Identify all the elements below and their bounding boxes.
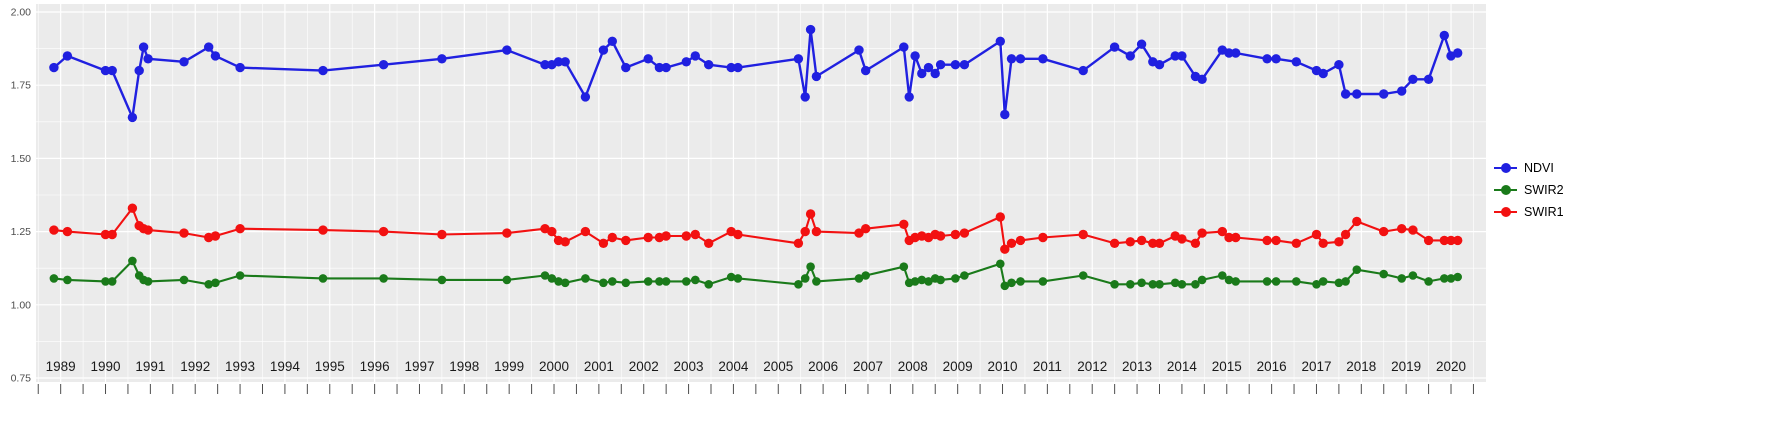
svg-text:2001: 2001 xyxy=(584,359,614,374)
svg-text:2016: 2016 xyxy=(1257,359,1287,374)
svg-text:2012: 2012 xyxy=(1077,359,1107,374)
svg-text:1.75: 1.75 xyxy=(11,80,32,92)
svg-text:2014: 2014 xyxy=(1167,359,1198,374)
svg-text:1995: 1995 xyxy=(315,359,345,374)
legend-label-swir2: SWIR2 xyxy=(1524,183,1564,197)
svg-text:2017: 2017 xyxy=(1301,359,1331,374)
svg-text:2010: 2010 xyxy=(987,359,1017,374)
svg-text:1990: 1990 xyxy=(90,359,120,374)
svg-text:2015: 2015 xyxy=(1212,359,1242,374)
legend-dot-swir1 xyxy=(1500,207,1511,217)
svg-text:1989: 1989 xyxy=(46,359,76,374)
svg-text:1.50: 1.50 xyxy=(11,153,32,165)
legend-item-swir1: SWIR1 xyxy=(1494,205,1564,219)
svg-text:1996: 1996 xyxy=(360,359,390,374)
svg-text:1991: 1991 xyxy=(135,359,165,374)
svg-text:2005: 2005 xyxy=(763,359,793,374)
svg-text:2011: 2011 xyxy=(1033,359,1062,374)
legend-item-swir2: SWIR2 xyxy=(1494,183,1564,197)
svg-text:2019: 2019 xyxy=(1391,359,1421,374)
svg-text:2009: 2009 xyxy=(943,359,973,374)
svg-text:2007: 2007 xyxy=(853,359,883,374)
svg-text:1999: 1999 xyxy=(494,359,524,374)
legend-key-swir1-icon xyxy=(1494,205,1517,219)
legend-key-swir2-icon xyxy=(1494,183,1517,197)
svg-text:1998: 1998 xyxy=(449,359,479,374)
svg-text:1994: 1994 xyxy=(270,359,301,374)
legend: NDVI SWIR2 SWIR1 xyxy=(1494,161,1564,219)
svg-text:1993: 1993 xyxy=(225,359,255,374)
svg-text:2002: 2002 xyxy=(629,359,659,374)
legend-dot-swir2 xyxy=(1500,185,1511,195)
svg-text:2006: 2006 xyxy=(808,359,838,374)
legend-item-ndvi: NDVI xyxy=(1494,161,1564,175)
legend-dot-ndvi xyxy=(1500,163,1511,173)
svg-text:2.00: 2.00 xyxy=(11,7,32,19)
svg-text:1.25: 1.25 xyxy=(11,226,32,238)
svg-text:1997: 1997 xyxy=(404,359,434,374)
legend-key-ndvi-icon xyxy=(1494,161,1517,175)
svg-text:0.75: 0.75 xyxy=(11,373,32,385)
legend-label-ndvi: NDVI xyxy=(1524,161,1554,175)
svg-text:2018: 2018 xyxy=(1346,359,1376,374)
legend-label-swir1: SWIR1 xyxy=(1524,205,1564,219)
svg-text:2000: 2000 xyxy=(539,359,569,374)
svg-text:1992: 1992 xyxy=(180,359,210,374)
svg-text:2013: 2013 xyxy=(1122,359,1152,374)
svg-text:1.00: 1.00 xyxy=(11,299,32,311)
svg-text:2008: 2008 xyxy=(898,359,928,374)
svg-text:2020: 2020 xyxy=(1436,359,1466,374)
svg-text:2003: 2003 xyxy=(674,359,704,374)
svg-text:2004: 2004 xyxy=(718,359,749,374)
